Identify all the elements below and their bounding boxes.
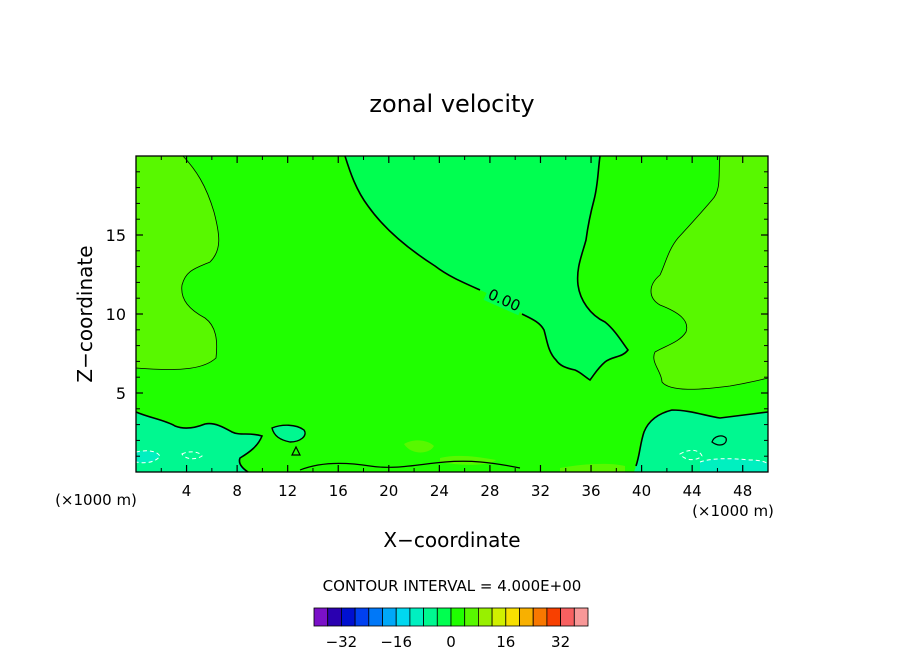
x-tick-label: 24 — [430, 482, 449, 500]
colorbar-swatch — [546, 607, 562, 627]
x-tick-label: 48 — [733, 482, 752, 500]
contour-triangle — [291, 445, 301, 456]
colorbar-swatch — [327, 607, 342, 627]
x-tick-label: 16 — [329, 482, 348, 500]
field-strong-low — [136, 450, 768, 472]
colorbar-swatch — [409, 607, 424, 627]
contour-small-cell — [271, 424, 306, 443]
x-tick-label: 32 — [531, 482, 550, 500]
field-right-lobe — [651, 156, 768, 390]
y-axis: 5 10 15 — [106, 171, 768, 457]
y-axis-label: Z−coordinate — [73, 245, 97, 382]
contour-right-cell — [711, 435, 727, 446]
chart-title: zonal velocity — [369, 90, 534, 118]
x-tick-label: 8 — [232, 482, 242, 500]
colorbar-tick-label: 32 — [551, 633, 570, 651]
x-unit-left: (×1000 m) — [55, 491, 137, 509]
colorbar-swatch — [436, 607, 452, 627]
colorbar-swatch — [340, 607, 356, 627]
x-tick-label: 4 — [182, 482, 192, 500]
contour-near-surface — [299, 460, 521, 471]
colorbar-swatch — [519, 607, 534, 627]
contour-dashed-right — [679, 449, 769, 465]
contour-zero-line — [344, 155, 481, 291]
x-tick-label: 40 — [632, 482, 651, 500]
colorbar-swatch — [464, 607, 479, 627]
y-tick-label: 5 — [116, 384, 126, 403]
contour-lobe-left — [135, 155, 220, 370]
x-tick-label: 12 — [278, 482, 297, 500]
plot-area: 0.00 — [135, 155, 769, 473]
colorbar-tick-label: −16 — [380, 633, 412, 651]
field-positive-patch — [404, 440, 625, 472]
field-left-lobe — [136, 156, 219, 370]
colorbar-swatch — [382, 607, 397, 627]
colorbar-tick-label: −32 — [326, 633, 358, 651]
x-tick-label: 44 — [683, 482, 702, 500]
contour-interval-text: CONTOUR INTERVAL = 4.000E+00 — [323, 577, 582, 595]
x-axis: 4 8 12 16 20 24 28 32 36 40 44 48 — [160, 156, 752, 500]
colorbar-swatch — [368, 607, 383, 627]
colorbar-tick-label: 0 — [446, 633, 456, 651]
x-tick-label: 20 — [379, 482, 398, 500]
field-zero-region — [345, 156, 628, 380]
colorbar — [313, 607, 589, 627]
contour-dashed-left — [135, 450, 161, 464]
x-tick-label: 28 — [480, 482, 499, 500]
y-tick-label: 10 — [106, 305, 126, 324]
colorbar-swatch — [573, 607, 589, 627]
field-surface-band — [136, 412, 262, 472]
x-tick-label: 36 — [581, 482, 600, 500]
colorbar-swatch — [532, 607, 548, 627]
x-unit-right: (×1000 m) — [692, 502, 774, 520]
colorbar-swatch — [450, 607, 466, 627]
colorbar-swatch — [477, 607, 493, 627]
colorbar-swatch — [354, 607, 370, 627]
colorbar-swatch — [560, 607, 575, 627]
colorbar-swatch — [505, 607, 520, 627]
colorbar-swatch — [423, 607, 438, 627]
colorbar-swatch — [491, 607, 507, 627]
field-surface-band-right — [634, 410, 768, 472]
contour-label-bg — [483, 285, 525, 316]
colorbar-swatch — [395, 607, 411, 627]
contour-lobe-right — [650, 155, 769, 390]
y-tick-label: 15 — [106, 226, 126, 245]
x-axis-label: X−coordinate — [383, 528, 520, 552]
contour-dashed-center — [181, 451, 203, 460]
colorbar-ticks: −32 −16 0 16 32 — [326, 633, 571, 651]
contour-surface-right — [635, 409, 769, 467]
contour-zero-line-b — [521, 155, 630, 382]
colorbar-swatch — [313, 607, 329, 627]
colorbar-tick-label: 16 — [496, 633, 515, 651]
contour-surface-left — [135, 411, 264, 473]
